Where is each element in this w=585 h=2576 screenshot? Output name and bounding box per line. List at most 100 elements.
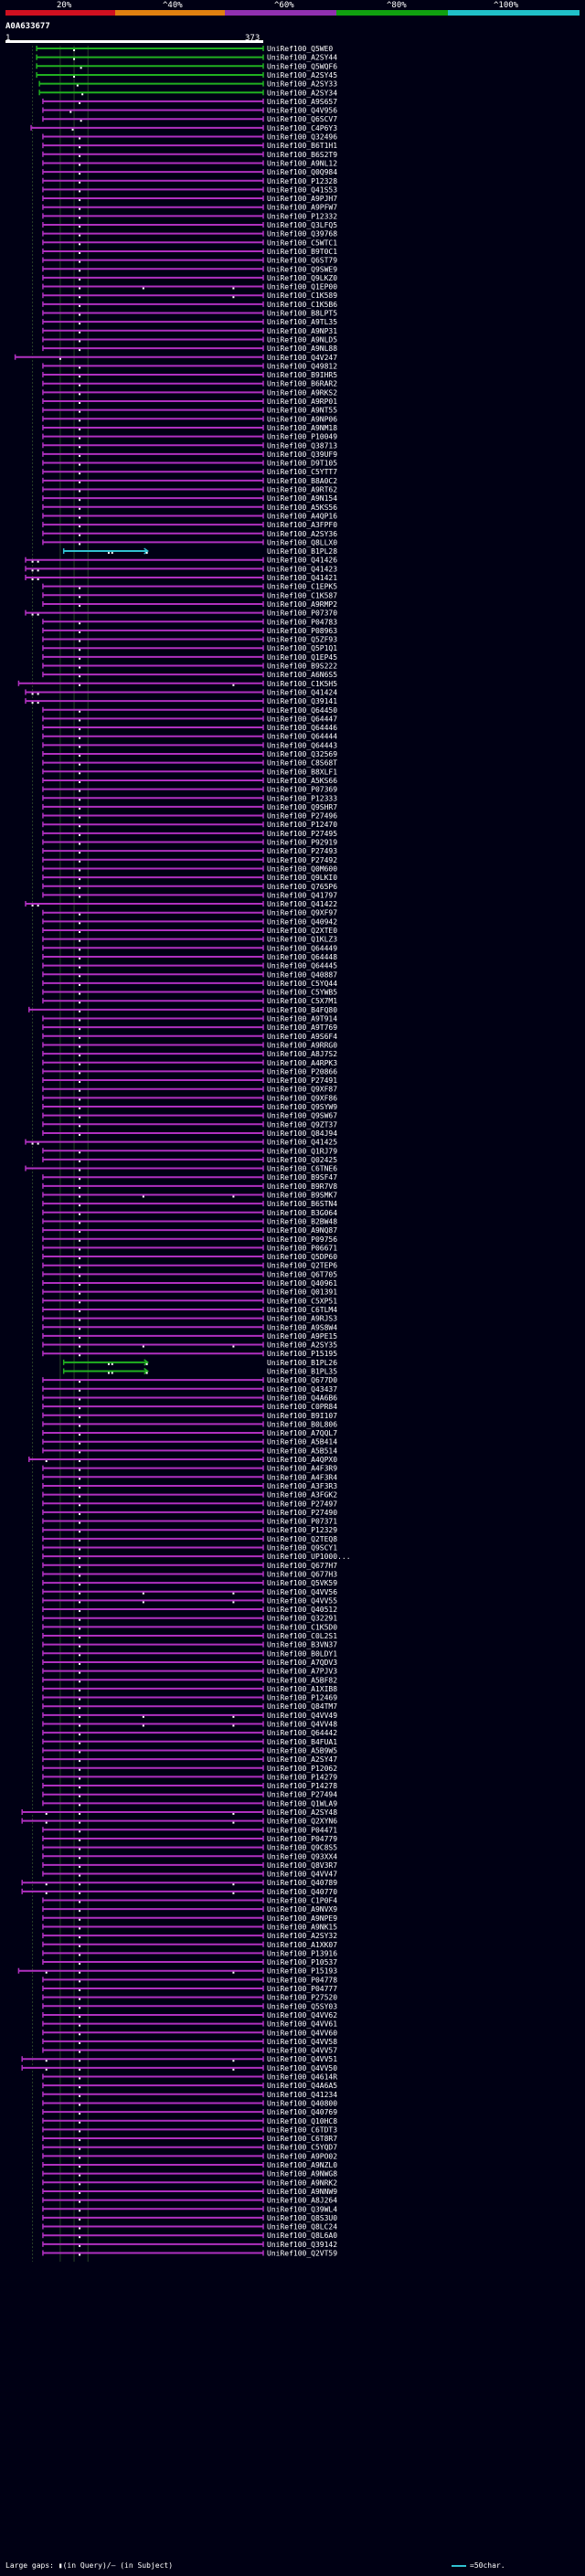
hit-row[interactable]: UniRef100_B9I107	[42, 1412, 337, 1420]
hit-accession-label[interactable]: UniRef100_Q9XF97	[267, 909, 337, 917]
hit-row[interactable]: UniRef100_C1EPK5	[42, 583, 337, 591]
hit-row[interactable]: UniRef100_Q32496	[42, 133, 337, 142]
hit-row[interactable]: UniRef100_Q41426	[25, 557, 337, 565]
hit-accession-label[interactable]: UniRef100_A5B514	[267, 1447, 337, 1455]
hit-row[interactable]: UniRef100_A7QDV3	[42, 1659, 337, 1667]
hit-row[interactable]: UniRef100_Q5ZF93	[42, 636, 337, 644]
hit-row[interactable]: UniRef100_Q39141	[25, 697, 337, 705]
hit-row[interactable]: UniRef100_B1PL28	[62, 547, 338, 556]
hit-row[interactable]: UniRef100_A4QP16	[42, 512, 337, 520]
hit-row[interactable]: UniRef100_P27494	[42, 1791, 337, 1799]
hit-accession-label[interactable]: UniRef100_Q02425	[267, 1156, 337, 1164]
hit-accession-label[interactable]: UniRef100_Q39141	[267, 697, 337, 705]
hit-accession-label[interactable]: UniRef100_Q2TEP6	[267, 1262, 337, 1270]
hit-accession-label[interactable]: UniRef100_C0L2S1	[267, 1632, 337, 1640]
hit-accession-label[interactable]: UniRef100_Q3LFQ5	[267, 221, 337, 229]
hit-accession-label[interactable]: UniRef100_Q4VV50	[267, 2064, 337, 2072]
hit-row[interactable]: UniRef100_Q4V956	[42, 107, 337, 115]
hit-accession-label[interactable]: UniRef100_Q9C8S5	[267, 1844, 337, 1852]
hit-row[interactable]: UniRef100_Q2TEQ8	[42, 1535, 337, 1543]
hit-row[interactable]: UniRef100_C5YQ44	[42, 980, 337, 988]
hit-row[interactable]: UniRef100_P04777	[42, 1985, 337, 1993]
hit-row[interactable]: UniRef100_A3F3R3	[42, 1482, 337, 1490]
hit-row[interactable]: UniRef100_Q5WE0	[36, 45, 333, 53]
hit-accession-label[interactable]: UniRef100_P06671	[267, 1244, 337, 1252]
hit-row[interactable]: UniRef100_P07369	[42, 786, 337, 794]
hit-row[interactable]: UniRef100_Q4A6A5	[42, 2082, 337, 2090]
hit-row[interactable]: UniRef100_Q39UF9	[42, 451, 337, 459]
hit-accession-label[interactable]: UniRef100_C5YQD7	[267, 2144, 337, 2152]
hit-accession-label[interactable]: UniRef100_Q6SCV7	[267, 115, 337, 123]
hit-accession-label[interactable]: UniRef100_A9NK15	[267, 1923, 337, 1931]
hit-row[interactable]: UniRef100_P13916	[42, 1949, 337, 1957]
hit-accession-label[interactable]: UniRef100_B3VN37	[267, 1641, 337, 1649]
hit-accession-label[interactable]: UniRef100_A9NT55	[267, 407, 337, 415]
hit-row[interactable]: UniRef100_B2BW48	[42, 1217, 337, 1225]
hit-row[interactable]: UniRef100_Q3LFQ5	[42, 221, 337, 229]
hit-accession-label[interactable]: UniRef100_P12328	[267, 177, 337, 186]
hit-accession-label[interactable]: UniRef100_P92919	[267, 839, 337, 847]
hit-accession-label[interactable]: UniRef100_B6STN4	[267, 1200, 337, 1208]
hit-row[interactable]: UniRef100_A1XK07	[42, 1941, 337, 1949]
hit-row[interactable]: UniRef100_P27490	[42, 1509, 337, 1517]
hit-row[interactable]: UniRef100_Q5DP60	[42, 1253, 337, 1261]
hit-accession-label[interactable]: UniRef100_P10049	[267, 433, 337, 441]
hit-row[interactable]: UniRef100_Q41424	[25, 688, 337, 696]
hit-row[interactable]: UniRef100_P04779	[42, 1835, 337, 1843]
hit-accession-label[interactable]: UniRef100_Q9SYW9	[267, 1103, 337, 1111]
hit-row[interactable]: UniRef100_B9SMK7	[42, 1192, 337, 1200]
hit-accession-label[interactable]: UniRef100_A9RRG0	[267, 1041, 337, 1049]
hit-row[interactable]: UniRef100_Q40769	[42, 2108, 337, 2116]
hit-accession-label[interactable]: UniRef100_B9SF47	[267, 1173, 337, 1182]
hit-row[interactable]: UniRef100_B4FUA1	[42, 1738, 337, 1746]
hit-accession-label[interactable]: UniRef100_P04471	[267, 1826, 337, 1834]
hit-row[interactable]: UniRef100_Q41234	[42, 2091, 337, 2099]
hit-accession-label[interactable]: UniRef100_P15195	[267, 1350, 337, 1358]
hit-accession-label[interactable]: UniRef100_A9RT62	[267, 486, 337, 494]
hit-row[interactable]: UniRef100_A9T914	[42, 1015, 337, 1023]
hit-row[interactable]: UniRef100_A9PE15	[42, 1332, 337, 1341]
hit-accession-label[interactable]: UniRef100_P07369	[267, 786, 337, 794]
hit-row[interactable]: UniRef100_Q9SYW9	[42, 1103, 337, 1111]
hit-accession-label[interactable]: UniRef100_C8S68T	[267, 759, 337, 768]
hit-row[interactable]: UniRef100_A9NNW9	[42, 2188, 337, 2196]
hit-accession-label[interactable]: UniRef100_Q41234	[267, 2091, 337, 2099]
hit-accession-label[interactable]: UniRef100_UP1000...	[267, 1553, 351, 1561]
hit-row[interactable]: UniRef100_P12469	[42, 1694, 337, 1702]
hit-accession-label[interactable]: UniRef100_P27490	[267, 1509, 337, 1517]
hit-row[interactable]: UniRef100_A9PO02	[42, 2152, 337, 2160]
hit-row[interactable]: UniRef100_P15193	[17, 1967, 337, 1976]
hit-accession-label[interactable]: UniRef100_Q6ST79	[267, 257, 337, 265]
hit-row[interactable]: UniRef100_Q4VV55	[42, 1596, 337, 1605]
hit-accession-label[interactable]: UniRef100_C1EPK5	[267, 583, 337, 591]
hit-accession-label[interactable]: UniRef100_P13916	[267, 1949, 337, 1957]
hit-accession-label[interactable]: UniRef100_A4F3R9	[267, 1465, 337, 1473]
hit-row[interactable]: UniRef100_Q4A6B6	[42, 1394, 337, 1402]
hit-row[interactable]: UniRef100_A9S8W4	[42, 1323, 337, 1331]
hit-accession-label[interactable]: UniRef100_A9NP06	[267, 415, 337, 423]
hit-row[interactable]: UniRef100_A2SY34	[38, 89, 337, 97]
hit-accession-label[interactable]: UniRef100_Q40942	[267, 917, 337, 926]
hit-row[interactable]: UniRef100_Q64444	[42, 733, 337, 741]
hit-accession-label[interactable]: UniRef100_Q4VV61	[267, 2020, 337, 2029]
hit-row[interactable]: UniRef100_B9S222	[42, 663, 337, 671]
hit-accession-label[interactable]: UniRef100_Q9SHR7	[267, 803, 337, 811]
hit-accession-label[interactable]: UniRef100_A9NNW9	[267, 2188, 337, 2196]
hit-accession-label[interactable]: UniRef100_A9NPE9	[267, 1914, 337, 1923]
hit-accession-label[interactable]: UniRef100_P07370	[267, 610, 337, 618]
hit-accession-label[interactable]: UniRef100_Q64445	[267, 962, 337, 970]
hit-row[interactable]: UniRef100_B8XLF1	[42, 768, 337, 776]
hit-row[interactable]: UniRef100_Q5P1Q1	[42, 644, 337, 652]
hit-row[interactable]: UniRef100_Q5SY03	[42, 2002, 337, 2010]
hit-row[interactable]: UniRef100_A9NRK2	[42, 2178, 337, 2187]
hit-accession-label[interactable]: UniRef100_A7QDV3	[267, 1659, 337, 1667]
hit-accession-label[interactable]: UniRef100_A9RJS3	[267, 1315, 337, 1323]
hit-accession-label[interactable]: UniRef100_Q38713	[267, 441, 337, 450]
hit-row[interactable]: UniRef100_C5YTT7	[42, 468, 337, 476]
hit-accession-label[interactable]: UniRef100_Q2TEQ8	[267, 1535, 337, 1543]
hit-row[interactable]: UniRef100_Q8LC24	[42, 2223, 337, 2231]
hit-row[interactable]: UniRef100_Q1RJ79	[42, 1147, 337, 1155]
hit-row[interactable]: UniRef100_Q64443	[42, 741, 337, 749]
hit-row[interactable]: UniRef100_C5WTC1	[42, 239, 337, 247]
hit-accession-label[interactable]: UniRef100_A2SY33	[267, 80, 337, 89]
